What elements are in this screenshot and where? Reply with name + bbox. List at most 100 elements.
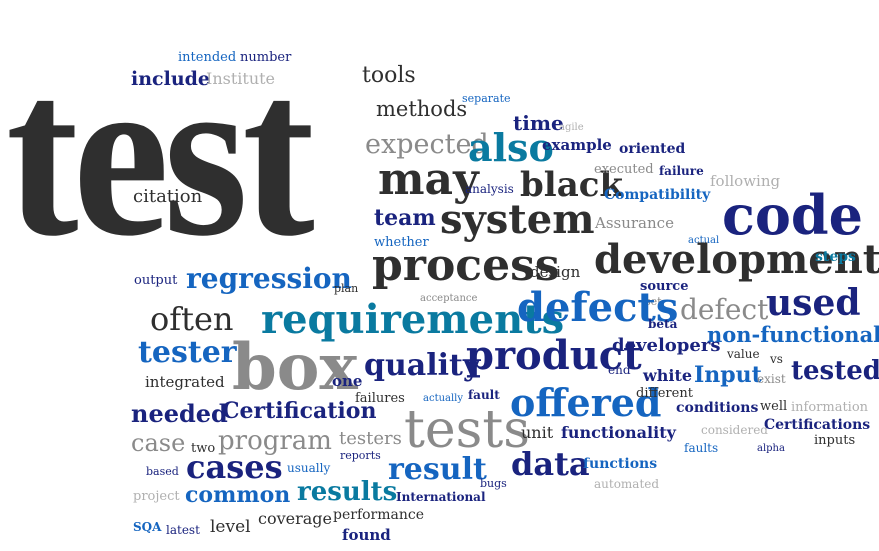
word-assurance: Assurance	[595, 214, 674, 232]
word-whether: whether	[374, 235, 429, 250]
word-results: results	[297, 477, 398, 507]
word-project: project	[133, 489, 180, 504]
word-may: may	[378, 154, 479, 205]
word-considered: considered	[701, 423, 768, 437]
word-tester: tester	[138, 335, 237, 370]
word-faults: faults	[684, 441, 719, 455]
word-failures: failures	[355, 391, 405, 406]
word-usually: usually	[287, 461, 331, 475]
word-input: Input	[694, 362, 762, 388]
word-tested: tested	[791, 356, 879, 386]
word-system: system	[440, 196, 595, 243]
word-quality: quality	[364, 348, 481, 383]
word-program: program	[218, 426, 332, 456]
word-certifications: Certifications	[764, 417, 871, 433]
word-product: product	[466, 332, 642, 379]
word-alpha: alpha	[757, 443, 785, 454]
word-sqa: SQA	[133, 520, 162, 534]
word-process: process	[372, 240, 560, 291]
word-tests: tests	[404, 400, 530, 460]
word-two: two	[191, 441, 216, 456]
word-white: white	[643, 366, 693, 385]
word-performance: performance	[333, 507, 425, 523]
word-used: used	[766, 282, 861, 324]
word-data: data	[511, 445, 590, 483]
word-box: box	[232, 330, 358, 405]
word-output: output	[134, 273, 178, 288]
word-methods: methods	[376, 97, 468, 121]
word-actually: actually	[423, 393, 464, 404]
word-defects: defects	[517, 284, 679, 331]
word-automated: automated	[594, 477, 660, 491]
word-design: design	[530, 263, 581, 281]
word-vs: vs	[770, 352, 783, 366]
word-common: common	[185, 482, 291, 508]
word-following: following	[710, 172, 781, 190]
word-inputs: inputs	[814, 433, 856, 448]
word-international: International	[396, 490, 486, 504]
word-actual: actual	[688, 235, 720, 246]
word-separate: separate	[462, 92, 511, 105]
word-value: value	[727, 347, 760, 361]
word-source: source	[640, 279, 689, 294]
word-bugs: bugs	[480, 477, 507, 490]
word-include: include	[131, 68, 211, 90]
word-often: often	[150, 300, 234, 338]
word-result: result	[388, 452, 487, 487]
word-black: black	[520, 165, 623, 205]
word-exist: exist	[757, 372, 786, 386]
word-acceptance: acceptance	[420, 293, 478, 304]
word-also: also	[468, 125, 554, 170]
word-coverage: coverage	[258, 509, 332, 528]
word-case: case	[131, 429, 186, 457]
word-needed: needed	[131, 399, 228, 428]
word-development: development	[594, 236, 879, 283]
word-steps: steps	[815, 249, 856, 265]
word-information: information	[791, 400, 869, 415]
word-nonfunctional: non-functional	[707, 322, 879, 347]
word-failure: failure	[659, 164, 704, 178]
word-based: based	[146, 465, 179, 478]
word-cases: cases	[186, 448, 283, 486]
word-analysis: analysis	[465, 182, 514, 196]
word-level: level	[210, 517, 251, 537]
word-number: number	[240, 50, 292, 65]
word-team: team	[374, 205, 436, 231]
word-well: well	[760, 399, 788, 414]
word-institute: Institute	[206, 69, 276, 88]
word-fault: fault	[468, 388, 500, 402]
word-tools: tools	[362, 63, 416, 88]
word-functions: functions	[583, 456, 658, 472]
word-oriented: oriented	[619, 141, 686, 157]
word-time: time	[513, 111, 564, 135]
word-testers: testers	[339, 428, 402, 449]
word-reports: reports	[340, 449, 381, 462]
word-code: code	[722, 183, 864, 247]
word-intended: intended	[178, 50, 237, 65]
word-defect: defect	[680, 293, 769, 326]
word-certification: Certification	[222, 398, 377, 424]
word-one: one	[332, 372, 363, 390]
word-unit: unit	[521, 423, 554, 442]
word-citation: citation	[133, 186, 203, 207]
word-beta: beta	[648, 317, 678, 331]
word-expected: expected	[365, 129, 489, 160]
word-executed: executed	[594, 162, 654, 177]
word-conditions: conditions	[676, 400, 759, 416]
word-offered: offered	[510, 380, 662, 425]
word-end: end	[608, 363, 631, 377]
word-found: found	[342, 526, 391, 544]
word-example: example	[542, 136, 612, 154]
word-compatibility: Compatibility	[604, 187, 711, 203]
word-developers: developers	[612, 335, 721, 356]
word-functionality: functionality	[561, 423, 676, 442]
word-requirements: requirements	[261, 296, 565, 343]
word-test: test	[6, 25, 315, 286]
word-agile: agile	[559, 122, 584, 133]
word-different: different	[636, 386, 693, 401]
word-plan: plan	[334, 282, 359, 295]
word-latest: latest	[166, 523, 200, 537]
word-integrated: integrated	[145, 373, 225, 391]
word-set: set	[645, 295, 662, 308]
